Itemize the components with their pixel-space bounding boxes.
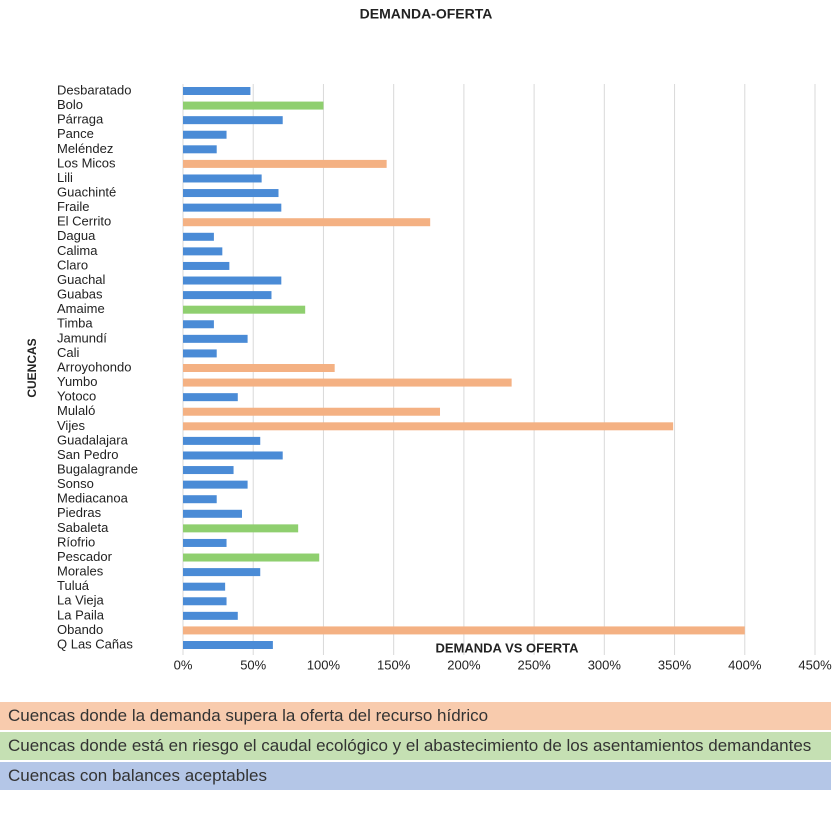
y-tick-label: Fraile — [57, 199, 90, 214]
y-tick-label: San Pedro — [57, 447, 118, 462]
bar — [183, 203, 282, 212]
bar — [183, 480, 248, 489]
y-tick-label: Ríofrio — [57, 534, 95, 549]
bar — [183, 641, 273, 649]
bar — [183, 611, 238, 620]
legend-entry: Cuencas donde la demanda supera la ofert… — [0, 702, 831, 732]
y-tick-label: Arroyohondo — [57, 359, 131, 374]
bar — [183, 305, 306, 314]
bar — [183, 174, 262, 183]
y-tick-label: Desbaratado — [57, 82, 131, 97]
bar — [183, 597, 227, 606]
bar — [183, 407, 441, 416]
y-tick-label: Vijes — [57, 418, 85, 433]
bar — [183, 422, 674, 431]
y-tick-label: Mediacanoa — [57, 491, 129, 506]
bar — [183, 538, 227, 547]
x-tick-label: 400% — [728, 657, 762, 672]
y-tick-label: Q Las Cañas — [57, 636, 133, 651]
bar — [183, 291, 272, 300]
legend-entry: Cuencas donde está en riesgo el caudal e… — [0, 732, 831, 762]
x-tick-label: 200% — [447, 657, 481, 672]
x-tick-label: 250% — [517, 657, 551, 672]
bar — [183, 364, 335, 372]
bar — [183, 189, 279, 198]
bar — [183, 247, 223, 256]
y-tick-label: Pescador — [57, 549, 113, 564]
bar — [183, 451, 283, 460]
bar — [183, 320, 214, 329]
legend-entry: Cuencas con balances aceptables — [0, 762, 831, 792]
bar — [183, 436, 261, 445]
y-tick-label: Los Micos — [57, 155, 116, 170]
chart-title: DEMANDA-OFERTA — [360, 6, 493, 22]
y-tick-label: Timba — [57, 316, 93, 331]
y-tick-label: Calima — [57, 243, 98, 258]
bar — [183, 159, 387, 168]
chart: DEMANDA-OFERTA CUENCAS 0% 50% 100% 150% 200%… — [25, 6, 832, 673]
y-tick-label: Bolo — [57, 97, 83, 112]
x-tick-label: 100% — [307, 657, 341, 672]
bar — [183, 218, 431, 227]
x-tick-label: 50% — [240, 657, 266, 672]
bar — [183, 553, 320, 562]
x-tick-label: 0% — [174, 657, 193, 672]
y-tick-label: Yumbo — [57, 374, 97, 389]
bar — [183, 582, 226, 591]
y-tick-label: Lili — [57, 170, 73, 185]
y-tick-label: El Cerrito — [57, 214, 111, 229]
bar — [183, 101, 324, 110]
bar — [183, 87, 251, 95]
y-tick-label: Piedras — [57, 505, 102, 520]
y-tick-label: Guabas — [57, 287, 103, 302]
bar — [183, 349, 217, 358]
y-tick-label: Bugalagrande — [57, 461, 138, 476]
bar — [183, 130, 227, 139]
bar — [183, 568, 261, 577]
bar — [183, 524, 299, 533]
y-tick-label: Pance — [57, 126, 94, 141]
y-tick-label: Jamundí — [57, 330, 107, 345]
bar — [183, 261, 230, 270]
y-tick-label: Claro — [57, 257, 88, 272]
y-tick-label: Yotoco — [57, 389, 96, 404]
bar — [183, 276, 282, 285]
y-tick-label: Párraga — [57, 112, 104, 127]
y-tick-label: Mulaló — [57, 403, 95, 418]
y-tick-label: Morales — [57, 564, 104, 579]
y-tick-label: Guadalajara — [57, 432, 129, 447]
y-tick-label: Sonso — [57, 476, 94, 491]
y-tick-label: Tuluá — [57, 578, 90, 593]
y-tick-label: La Paila — [57, 607, 105, 622]
x-tick-label: 150% — [377, 657, 411, 672]
y-tick-label: Meléndez — [57, 141, 113, 156]
y-tick-label: Obando — [57, 622, 103, 637]
bar — [183, 378, 512, 387]
y-tick-label: Cali — [57, 345, 80, 360]
y-tick-label: Guachinté — [57, 184, 116, 199]
bar — [183, 145, 217, 154]
x-axis-label: DEMANDA VS OFERTA — [436, 640, 580, 655]
bar — [183, 495, 217, 504]
bar — [183, 334, 248, 343]
y-tick-label: Guachal — [57, 272, 106, 287]
y-tick-label: Dagua — [57, 228, 96, 243]
bar — [183, 116, 283, 125]
bar — [183, 466, 234, 475]
bar — [183, 626, 745, 635]
y-tick-label: Amaime — [57, 301, 105, 316]
x-tick-label: 350% — [658, 657, 692, 672]
bar — [183, 232, 214, 241]
legend: Cuencas donde la demanda supera la ofert… — [0, 702, 831, 792]
y-tick-label: Sabaleta — [57, 520, 109, 535]
bar — [183, 509, 242, 518]
bar — [183, 393, 238, 402]
y-axis-label: CUENCAS — [25, 338, 39, 397]
x-tick-label: 300% — [588, 657, 622, 672]
x-tick-label: 450% — [798, 657, 832, 672]
y-tick-label: La Vieja — [57, 593, 105, 608]
